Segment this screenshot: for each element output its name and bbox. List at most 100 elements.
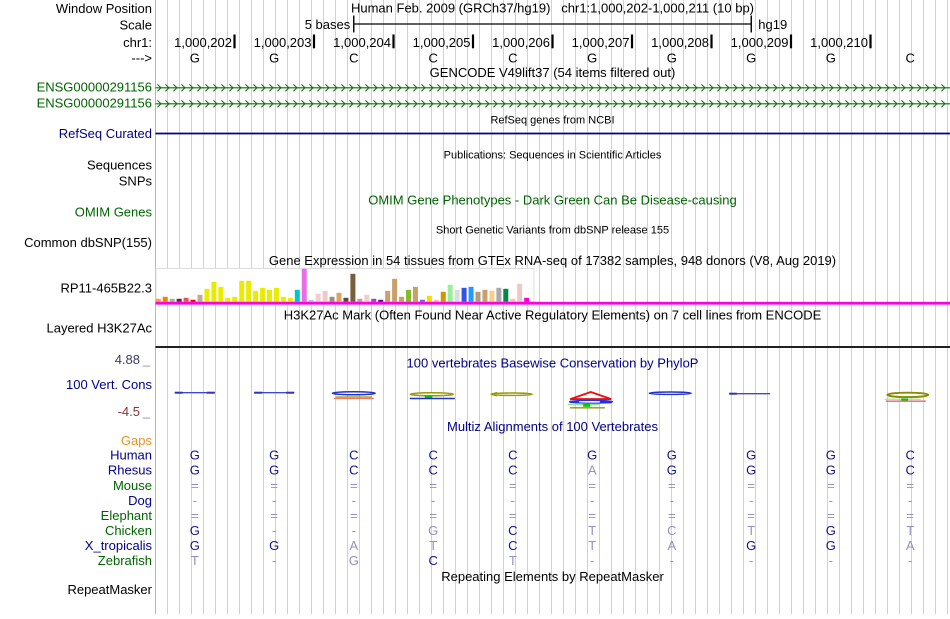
svg-text:=: = bbox=[191, 478, 199, 493]
svg-text:=: = bbox=[270, 508, 278, 523]
svg-text:Common dbSNP(155): Common dbSNP(155) bbox=[24, 235, 152, 250]
svg-text:G: G bbox=[826, 523, 836, 538]
svg-text:C: C bbox=[349, 50, 358, 65]
svg-text:=: = bbox=[588, 478, 596, 493]
svg-text:_: _ bbox=[142, 404, 151, 419]
svg-text:=: = bbox=[668, 508, 676, 523]
svg-text:T: T bbox=[906, 523, 914, 538]
svg-text:G: G bbox=[826, 50, 836, 65]
svg-text:RefSeq genes from NCBI: RefSeq genes from NCBI bbox=[490, 115, 614, 127]
svg-text:C: C bbox=[508, 448, 517, 463]
svg-text:=: = bbox=[906, 508, 914, 523]
svg-text:G: G bbox=[269, 50, 279, 65]
svg-text:Window Position: Window Position bbox=[56, 1, 152, 16]
svg-text:-: - bbox=[670, 553, 674, 568]
svg-text:1,000,206: 1,000,206 bbox=[492, 35, 550, 50]
svg-text:1,000,210: 1,000,210 bbox=[810, 35, 868, 50]
svg-text:C: C bbox=[349, 463, 358, 478]
svg-text:C: C bbox=[429, 463, 438, 478]
svg-text:=: = bbox=[668, 478, 676, 493]
svg-text:C: C bbox=[508, 50, 517, 65]
svg-text:C: C bbox=[429, 50, 438, 65]
svg-text:RefSeq Curated: RefSeq Curated bbox=[59, 126, 152, 141]
svg-text:-: - bbox=[352, 493, 356, 508]
svg-text:Dog: Dog bbox=[128, 493, 152, 508]
svg-text:=: = bbox=[350, 508, 358, 523]
svg-text:T: T bbox=[429, 538, 437, 553]
svg-text:1,000,203: 1,000,203 bbox=[254, 35, 312, 50]
svg-text:100 Vert. Cons: 100 Vert. Cons bbox=[66, 377, 152, 392]
svg-text:G: G bbox=[349, 553, 359, 568]
svg-text:RP11-465B22.3: RP11-465B22.3 bbox=[60, 280, 152, 295]
svg-text:G: G bbox=[428, 523, 438, 538]
svg-text:Gaps: Gaps bbox=[121, 433, 153, 448]
svg-text:Sequences: Sequences bbox=[87, 158, 153, 173]
svg-text:G: G bbox=[667, 448, 677, 463]
svg-text:chr1:: chr1: bbox=[123, 35, 152, 50]
svg-text:ENSG00000291156: ENSG00000291156 bbox=[37, 80, 152, 95]
svg-text:T: T bbox=[588, 523, 596, 538]
svg-text:G: G bbox=[269, 463, 279, 478]
svg-text:-: - bbox=[908, 553, 912, 568]
svg-text:Multiz Alignments of 100 Verte: Multiz Alignments of 100 Vertebrates bbox=[447, 419, 659, 434]
svg-text:-: - bbox=[829, 553, 833, 568]
svg-text:G: G bbox=[190, 448, 200, 463]
svg-text:-: - bbox=[272, 523, 276, 538]
svg-text:-: - bbox=[511, 493, 515, 508]
svg-text:GENCODE V49lift37 (54 items fi: GENCODE V49lift37 (54 items filtered out… bbox=[430, 65, 676, 80]
svg-text:Rhesus: Rhesus bbox=[108, 463, 153, 478]
svg-text:RepeatMasker: RepeatMasker bbox=[67, 582, 152, 597]
svg-text:Layered H3K27Ac: Layered H3K27Ac bbox=[46, 320, 152, 335]
svg-text:X_tropicalis: X_tropicalis bbox=[85, 538, 153, 553]
svg-text:G: G bbox=[587, 50, 597, 65]
svg-text:=: = bbox=[429, 508, 437, 523]
svg-text:-: - bbox=[272, 553, 276, 568]
svg-text:Repeating Elements by RepeatMa: Repeating Elements by RepeatMasker bbox=[441, 569, 664, 584]
svg-text:1,000,205: 1,000,205 bbox=[413, 35, 471, 50]
svg-text:T: T bbox=[747, 523, 755, 538]
svg-text:_: _ bbox=[142, 352, 151, 367]
svg-text:G: G bbox=[746, 448, 756, 463]
svg-text:C: C bbox=[429, 448, 438, 463]
svg-text:100 vertebrates Basewise Conse: 100 vertebrates Basewise Conservation by… bbox=[407, 356, 699, 371]
svg-text:=: = bbox=[191, 508, 199, 523]
svg-text:A: A bbox=[588, 463, 597, 478]
svg-text:5 bases: 5 bases bbox=[305, 17, 351, 32]
svg-text:=: = bbox=[827, 478, 835, 493]
svg-text:1,000,204: 1,000,204 bbox=[333, 35, 391, 50]
svg-text:A: A bbox=[667, 538, 676, 553]
svg-text:T: T bbox=[509, 553, 517, 568]
svg-text:C: C bbox=[429, 553, 438, 568]
svg-text:G: G bbox=[667, 463, 677, 478]
svg-text:-: - bbox=[749, 553, 753, 568]
svg-text:G: G bbox=[190, 463, 200, 478]
svg-text:=: = bbox=[350, 478, 358, 493]
svg-text:Mouse: Mouse bbox=[113, 478, 152, 493]
svg-text:G: G bbox=[826, 463, 836, 478]
svg-text:A: A bbox=[349, 538, 358, 553]
svg-text:Elephant: Elephant bbox=[101, 508, 153, 523]
svg-text:Zebrafish: Zebrafish bbox=[98, 553, 152, 568]
svg-text:-: - bbox=[590, 493, 594, 508]
svg-text:H3K27Ac Mark (Often Found Near: H3K27Ac Mark (Often Found Near Active Re… bbox=[284, 308, 822, 323]
svg-text:G: G bbox=[746, 538, 756, 553]
svg-text:-: - bbox=[590, 553, 594, 568]
svg-text:C: C bbox=[508, 538, 517, 553]
svg-text:C: C bbox=[349, 448, 358, 463]
svg-text:G: G bbox=[190, 538, 200, 553]
svg-text:-: - bbox=[431, 493, 435, 508]
svg-text:1,000,202: 1,000,202 bbox=[174, 35, 232, 50]
svg-text:Short Genetic Variants from db: Short Genetic Variants from dbSNP releas… bbox=[436, 225, 669, 237]
svg-text:G: G bbox=[269, 538, 279, 553]
svg-text:=: = bbox=[270, 478, 278, 493]
svg-text:Chicken: Chicken bbox=[105, 523, 152, 538]
svg-text:-: - bbox=[749, 493, 753, 508]
svg-text:C: C bbox=[508, 463, 517, 478]
svg-text:Human: Human bbox=[110, 448, 152, 463]
svg-text:G: G bbox=[667, 50, 677, 65]
svg-text:=: = bbox=[588, 508, 596, 523]
svg-text:-: - bbox=[829, 493, 833, 508]
svg-text:-4.5: -4.5 bbox=[118, 404, 140, 419]
svg-text:Gene Expression in 54 tissues: Gene Expression in 54 tissues from GTEx … bbox=[269, 253, 836, 268]
svg-text:1,000,208: 1,000,208 bbox=[651, 35, 709, 50]
